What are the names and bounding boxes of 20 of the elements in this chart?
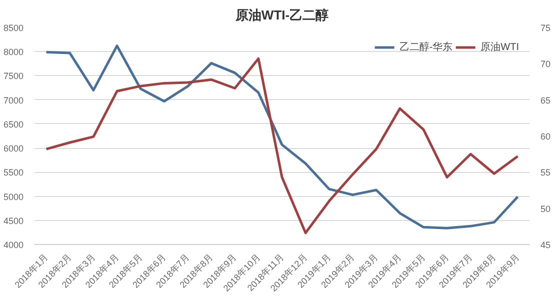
y-tick-label: 6000 bbox=[3, 144, 24, 154]
y2-tick-label: 65 bbox=[540, 95, 551, 106]
y-tick-label: 5000 bbox=[3, 192, 24, 202]
y-tick-label: 7000 bbox=[3, 95, 24, 106]
y2-tick-label: 75 bbox=[540, 23, 551, 33]
y-tick-label: 7500 bbox=[3, 71, 24, 82]
y2-tick-label: 50 bbox=[540, 204, 551, 214]
y-tick-label: 8500 bbox=[3, 23, 24, 33]
y2-tick-label: 55 bbox=[540, 168, 551, 178]
legend-label: 乙二醇-华东 bbox=[399, 40, 453, 54]
legend-label: 原油WTI bbox=[480, 40, 519, 54]
chart-title: 原油WTI-乙二醇 bbox=[234, 8, 329, 22]
y2-tick-label: 45 bbox=[540, 240, 551, 250]
y2-tick-label: 70 bbox=[540, 59, 551, 70]
y2-tick-label: 60 bbox=[540, 132, 551, 142]
y-tick-label: 4500 bbox=[3, 216, 24, 226]
y-tick-label: 5500 bbox=[3, 168, 24, 178]
y-tick-label: 6500 bbox=[3, 119, 24, 130]
y-tick-label: 4000 bbox=[3, 240, 24, 250]
y-tick-label: 8000 bbox=[3, 47, 24, 58]
